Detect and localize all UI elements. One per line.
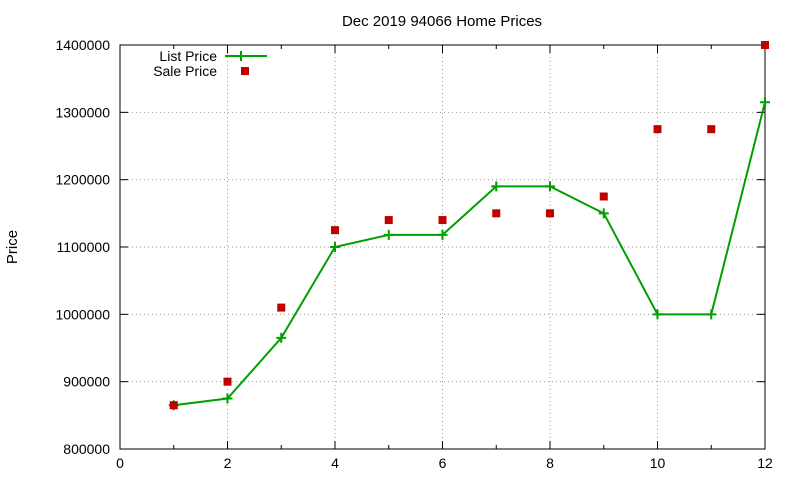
grid bbox=[120, 45, 765, 449]
list-price-point bbox=[652, 309, 663, 320]
sale-price-point bbox=[438, 216, 447, 225]
y-tick-label: 1200000 bbox=[55, 172, 110, 188]
sale-price-point bbox=[546, 209, 554, 218]
x-tick-label: 4 bbox=[331, 455, 339, 471]
sale-price-point bbox=[384, 216, 393, 225]
y-tick-label: 900000 bbox=[63, 374, 110, 390]
y-tick-label: 1000000 bbox=[55, 306, 110, 322]
legend-marker-sale-price bbox=[241, 67, 249, 75]
chart-title: Dec 2019 94066 Home Prices bbox=[342, 13, 542, 30]
series bbox=[168, 41, 770, 411]
list-price-point bbox=[706, 309, 717, 320]
sale-price-point bbox=[599, 192, 608, 201]
legend-marker-list-price bbox=[236, 51, 246, 61]
sale-price-point bbox=[653, 125, 662, 134]
list-price-point bbox=[222, 393, 233, 404]
axes: 800000 900000 1000000 1100000 1200000 1300000… bbox=[55, 37, 773, 471]
list-price-point bbox=[276, 332, 287, 343]
list-price-point bbox=[437, 229, 448, 240]
x-tick-label: 6 bbox=[439, 455, 447, 471]
y-tick-label: 1100000 bbox=[57, 239, 111, 255]
list-price-line bbox=[173, 101, 766, 407]
legend-label-list-price: List Price bbox=[159, 48, 217, 64]
list-price-point bbox=[491, 181, 502, 192]
y-tick-label: 800000 bbox=[63, 441, 110, 457]
sale-price-point bbox=[761, 41, 769, 49]
sale-price-point bbox=[223, 377, 232, 386]
x-tick-label: 8 bbox=[546, 455, 554, 471]
x-tick-label: 2 bbox=[224, 455, 232, 471]
list-price-point bbox=[760, 97, 770, 108]
y-axis-label: Price bbox=[4, 230, 21, 264]
list-price-point bbox=[545, 181, 555, 192]
x-tick-label: 12 bbox=[757, 455, 773, 471]
list-price-point bbox=[383, 229, 394, 240]
sale-price-point bbox=[707, 125, 716, 134]
sale-price-point bbox=[331, 226, 339, 235]
y-tick-label: 1300000 bbox=[55, 104, 110, 120]
sale-price-point bbox=[277, 303, 286, 312]
y-tick-label: 1400000 bbox=[55, 37, 110, 53]
list-price-point bbox=[330, 242, 340, 252]
sale-price-point bbox=[492, 209, 501, 218]
x-tick-label: 10 bbox=[650, 455, 666, 471]
sale-price-point bbox=[169, 401, 178, 410]
x-tick-label: 0 bbox=[116, 455, 124, 471]
legend: List Price Sale Price bbox=[153, 48, 267, 79]
legend-label-sale-price: Sale Price bbox=[153, 63, 217, 79]
list-price-point bbox=[598, 208, 609, 219]
